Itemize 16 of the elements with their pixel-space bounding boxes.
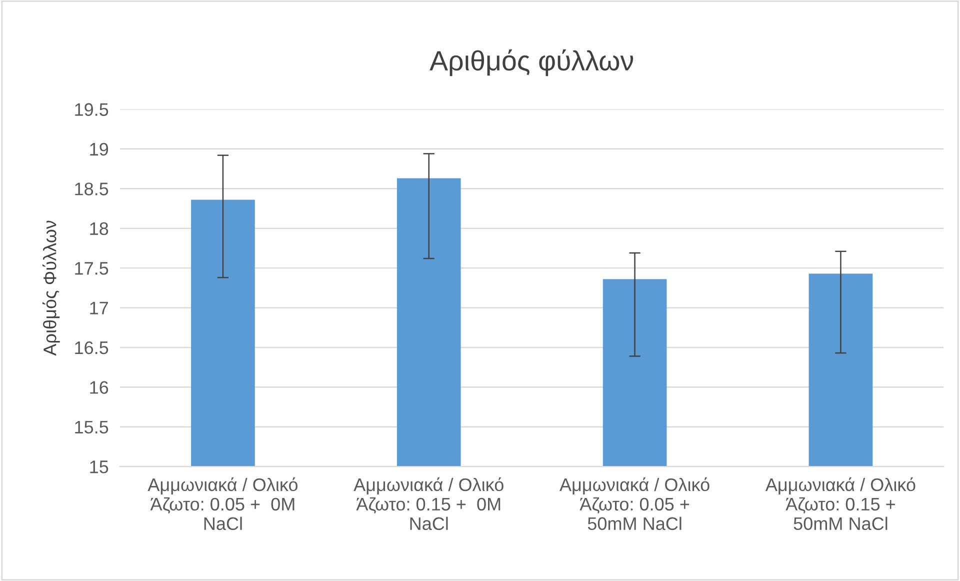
y-tick-label: 15: [90, 460, 108, 474]
y-tick-label: 19: [90, 142, 108, 156]
y-tick-label: 15.5: [75, 420, 108, 434]
x-tick-label: Αμμωνιακά / Ολικό Άζωτο: 0.05 + 0M NaCl: [148, 477, 298, 530]
y-tick-label: 16: [90, 381, 108, 394]
y-axis-title: Αριθμός Φύλλων: [42, 220, 60, 356]
x-tick-label: Αμμωνιακά / Ολικό Άζωτο: 0.15 + 0M NaCl: [354, 477, 504, 530]
x-tick-label: Αμμωνιακά / Ολικό Άζωτο: 0.05 + 50mM NaCl: [560, 477, 710, 530]
x-tick-label: Αμμωνιακά / Ολικό Άζωτο: 0.15 + 50mM NaCl: [765, 477, 916, 530]
y-tick-label: 19.5: [75, 103, 108, 116]
y-tick-label: 17.5: [75, 262, 108, 275]
chart-title: Αριθμός φύλλων: [430, 49, 634, 76]
y-tick-label: 18.5: [75, 182, 108, 196]
y-tick-label: 17: [90, 302, 108, 314]
y-tick-label: 18: [90, 222, 108, 236]
y-tick-label: 16.5: [75, 341, 108, 354]
